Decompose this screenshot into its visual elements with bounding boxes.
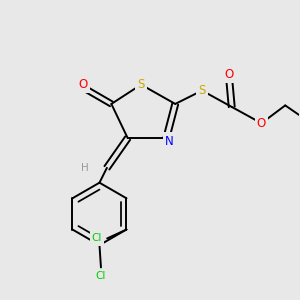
Text: Cl: Cl	[92, 233, 102, 243]
Text: O: O	[257, 117, 266, 130]
Text: O: O	[79, 78, 88, 91]
Text: S: S	[198, 84, 206, 97]
Text: S: S	[137, 78, 145, 91]
Text: Cl: Cl	[96, 271, 106, 281]
Text: N: N	[165, 135, 174, 148]
Text: H: H	[81, 163, 88, 173]
Text: O: O	[224, 68, 233, 81]
